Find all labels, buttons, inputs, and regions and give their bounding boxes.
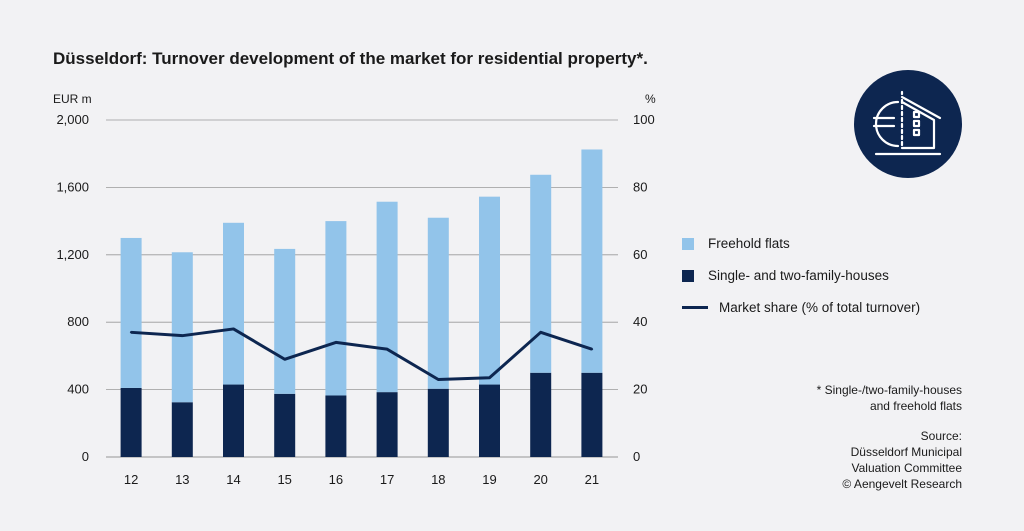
y2-tick-labels: 0 20 40 60 80 100 — [633, 112, 655, 464]
y-tick-label: 2,000 — [56, 112, 89, 127]
market-share-point — [129, 331, 133, 334]
y-tick-label: 400 — [67, 382, 89, 397]
bar-single-two-family — [274, 393, 296, 457]
bar-single-two-family — [325, 395, 347, 457]
bar-single-two-family — [120, 387, 142, 457]
bar-single-two-family — [223, 384, 244, 457]
bar-freehold-flats — [479, 196, 500, 385]
y-tick-label: 1,600 — [56, 179, 89, 194]
x-tick-label: 16 — [329, 472, 343, 487]
market-share-point — [488, 376, 491, 380]
bar-freehold-flats — [274, 248, 296, 394]
source-line-1: Düsseldorf Municipal — [850, 445, 962, 459]
bar-freehold-flats — [120, 237, 142, 388]
footnote-line-2: and freehold flats — [869, 399, 962, 413]
legend-houses: Single- and two-family-houses — [682, 268, 889, 283]
left-axis-unit: EUR m — [53, 92, 92, 106]
x-tick-label: 14 — [226, 472, 240, 487]
bar-freehold-flats — [530, 174, 552, 373]
bar-single-two-family — [376, 392, 398, 457]
y2-tick-label: 80 — [633, 179, 647, 194]
legend-line-swatch — [682, 306, 708, 309]
y-tick-label: 1,200 — [56, 247, 89, 262]
bar-freehold-flats — [171, 252, 193, 403]
source-label: Source: — [920, 429, 962, 443]
x-tick-label: 13 — [175, 472, 189, 487]
bar-freehold-flats — [581, 149, 603, 373]
source-line-2: Valuation Committee — [851, 461, 963, 475]
y-tick-label: 0 — [82, 449, 89, 464]
y2-tick-label: 60 — [633, 247, 647, 262]
market-share-point — [283, 358, 286, 361]
y2-tick-label: 20 — [633, 382, 647, 397]
y2-tick-label: 100 — [633, 112, 655, 127]
x-tick-label: 15 — [277, 472, 291, 487]
bar-single-two-family — [171, 402, 193, 457]
market-share-point — [181, 334, 184, 337]
euro-house-icon — [854, 70, 962, 178]
market-share-polyline — [131, 327, 593, 381]
x-tick-label: 12 — [124, 472, 138, 487]
x-tick-label: 18 — [431, 472, 445, 487]
source-note: Source: Düsseldorf Municipal Valuation C… — [842, 428, 962, 492]
bar-single-two-family — [530, 372, 552, 457]
x-tick-label: 21 — [585, 472, 599, 487]
legend-swatch-dark — [682, 269, 694, 282]
y-tick-labels: 0 400 800 1,200 1,600 2,000 — [56, 112, 89, 464]
chart-title: Düsseldorf: Turnover development of the … — [53, 49, 648, 68]
footnote-line-1: * Single-/two-family-houses — [816, 383, 962, 397]
market-share-point — [590, 347, 594, 351]
legend-freehold: Freehold flats — [682, 236, 790, 251]
market-share-line — [129, 327, 594, 381]
bar-single-two-family — [581, 372, 603, 457]
legend-label-market-share: Market share (% of total turnover) — [719, 300, 921, 315]
right-axis-unit: % — [645, 92, 656, 106]
legend-label-freehold: Freehold flats — [708, 236, 790, 251]
market-share-point — [334, 341, 338, 344]
y2-tick-label: 40 — [633, 314, 647, 329]
y2-tick-label: 0 — [633, 449, 640, 464]
market-share-point — [437, 378, 440, 381]
x-tick-labels: 12 13 14 15 16 17 18 19 20 21 — [124, 472, 599, 487]
x-tick-label: 17 — [380, 472, 394, 487]
x-tick-label: 20 — [533, 472, 547, 487]
market-share-point — [539, 331, 542, 334]
bars — [120, 149, 603, 457]
bar-single-two-family — [427, 388, 449, 457]
legend-market-share: Market share (% of total turnover) — [682, 300, 920, 315]
bar-single-two-family — [479, 384, 500, 457]
market-share-point — [232, 327, 235, 331]
bar-freehold-flats — [223, 222, 244, 385]
bar-freehold-flats — [376, 201, 398, 393]
market-share-point — [385, 347, 389, 351]
bar-freehold-flats — [427, 217, 449, 389]
legend-label-houses: Single- and two-family-houses — [708, 268, 889, 283]
source-line-3: © Aengevelt Research — [842, 477, 962, 491]
bar-freehold-flats — [325, 221, 347, 396]
legend-swatch-light — [682, 237, 694, 250]
y-tick-label: 800 — [67, 314, 89, 329]
x-tick-label: 19 — [482, 472, 496, 487]
footnote: * Single-/two-family-houses and freehold… — [817, 382, 962, 414]
